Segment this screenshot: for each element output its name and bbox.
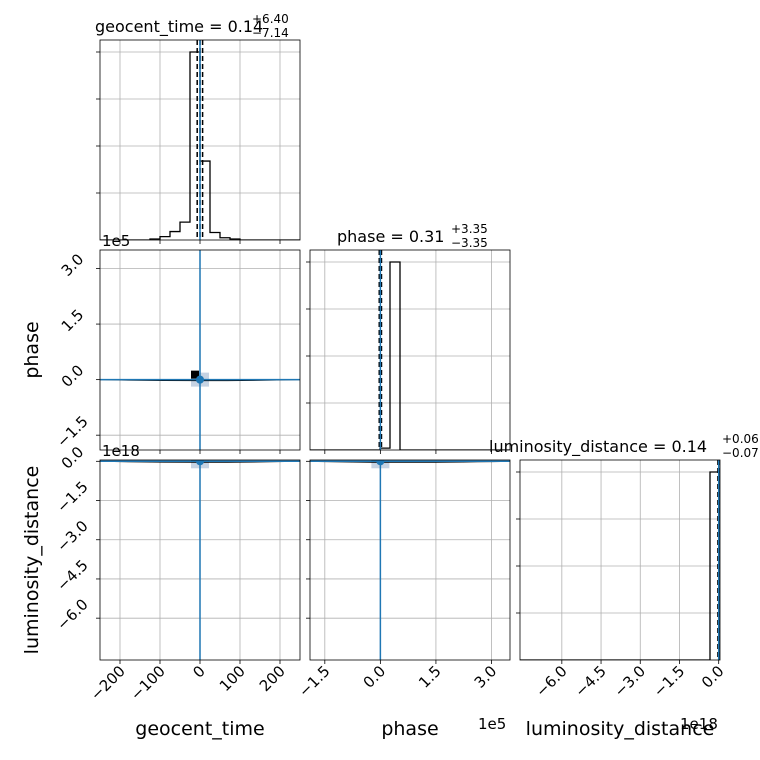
y-tick-label: −3.0 — [53, 517, 91, 555]
y-tick-label: −1.5 — [53, 478, 91, 516]
x-tick-label: 3.0 — [471, 662, 501, 692]
density-core — [371, 460, 380, 461]
y-axis-label-luminosity-distance: luminosity_distance — [21, 466, 43, 655]
y-tick-label: −4.5 — [53, 556, 91, 594]
corner-panels: −1.50.01.53.0−6.0−4.5−3.0−1.50.0−200−100… — [53, 39, 728, 704]
x-tick-label: 1.5 — [415, 662, 445, 692]
axes-frame — [99, 249, 301, 451]
x-tick-label: −6.0 — [532, 662, 570, 700]
x-tick-label: 0.0 — [698, 662, 728, 692]
panel-phase-phase — [306, 249, 511, 454]
panel-phase-luminosity_distance: −1.5 0.0 1.5 3.0 — [295, 459, 511, 701]
x-tick-label: 200 — [256, 662, 289, 695]
y-tick-label: 3.0 — [58, 250, 88, 280]
svg-text:−3.35: −3.35 — [451, 236, 488, 250]
offset-text-phase-y: 1e5 — [102, 232, 130, 250]
x-axis-label-luminosity-distance: luminosity_distance — [526, 718, 715, 740]
x-tick-label: −1.5 — [650, 662, 688, 700]
panel-geocent_time-geocent_time — [96, 39, 301, 244]
y-axis-label-phase: phase — [21, 321, 43, 378]
svg-text:luminosity_distance = 0.14: luminosity_distance = 0.14 — [489, 437, 707, 457]
histogram-phase — [310, 261, 510, 450]
x-tick-label: −200 — [87, 662, 129, 704]
axes-frame — [99, 39, 301, 241]
svg-text:−7.14: −7.14 — [252, 26, 289, 40]
x-tick-label: 0.0 — [360, 662, 390, 692]
y-tick-label: 0.0 — [58, 361, 88, 391]
x-tick-label: 100 — [216, 662, 249, 695]
svg-text:+3.35: +3.35 — [451, 222, 488, 236]
title-geocent-time: geocent_time = 0.14 +6.40 −7.14 — [95, 12, 289, 40]
panel-geocent_time-phase: −1.50.01.53.0 — [53, 249, 301, 454]
svg-text:+6.40: +6.40 — [252, 12, 289, 26]
y-tick-label: −6.0 — [53, 595, 91, 633]
x-tick-label: −100 — [127, 662, 169, 704]
y-tick-label: 1.5 — [58, 306, 88, 336]
svg-text:phase = 0.31: phase = 0.31 — [337, 227, 444, 246]
x-axis-label-geocent-time: geocent_time — [135, 718, 264, 740]
panel-luminosity_distance-luminosity_distance: −6.0 −4.5 −3.0 −1.5 0.0 — [516, 459, 728, 701]
svg-text:−0.07: −0.07 — [722, 446, 759, 460]
axes-frame — [99, 459, 301, 661]
title-luminosity-distance: luminosity_distance = 0.14 +0.06 −0.07 — [489, 432, 759, 460]
panel-geocent_time-luminosity_distance: −6.0−4.5−3.0−1.50.0−200−100 0 100 200 — [53, 443, 301, 704]
offset-text-phase-x: 1e5 — [478, 715, 506, 733]
axes-frame — [519, 459, 721, 661]
axes-frame — [309, 459, 511, 661]
density-core — [191, 460, 199, 461]
svg-text:geocent_time = 0.14: geocent_time = 0.14 — [95, 17, 263, 37]
density-core — [191, 370, 199, 379]
offset-text-luminosity-distance-x: 1e18 — [680, 715, 718, 733]
title-phase: phase = 0.31 +3.35 −3.35 — [337, 222, 488, 250]
x-tick-label: 0 — [189, 662, 208, 681]
x-tick-label: −1.5 — [295, 662, 333, 700]
axes-frame — [309, 249, 511, 451]
x-tick-label: −4.5 — [571, 662, 609, 700]
offset-text-luminosity-distance-y: 1e18 — [102, 442, 140, 460]
svg-text:+0.06: +0.06 — [722, 432, 759, 446]
x-axis-label-phase: phase — [381, 718, 438, 740]
x-tick-label: −3.0 — [611, 662, 649, 700]
